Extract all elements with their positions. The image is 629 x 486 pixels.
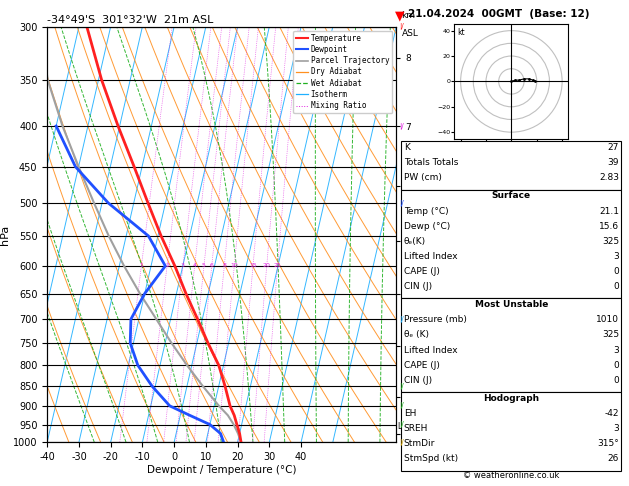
Text: 15: 15 (249, 263, 257, 268)
Text: 0: 0 (613, 282, 619, 291)
Text: Most Unstable: Most Unstable (475, 300, 548, 310)
Text: Hodograph: Hodograph (483, 394, 540, 403)
Text: Pressure (mb): Pressure (mb) (404, 315, 467, 325)
Text: 3: 3 (613, 424, 619, 434)
Text: K: K (404, 143, 409, 152)
Text: Dewp (°C): Dewp (°C) (404, 222, 450, 231)
Text: CAPE (J): CAPE (J) (404, 267, 440, 276)
Text: ▼: ▼ (395, 10, 404, 23)
Text: 325: 325 (602, 237, 619, 246)
Text: |/: |/ (399, 23, 404, 30)
Text: |/: |/ (399, 439, 404, 446)
Y-axis label: hPa: hPa (0, 225, 10, 244)
Text: 39: 39 (608, 158, 619, 167)
Text: ASL: ASL (401, 29, 418, 38)
Text: 3: 3 (613, 346, 619, 355)
Text: |/: |/ (399, 382, 404, 390)
Text: 27: 27 (608, 143, 619, 152)
X-axis label: Dewpoint / Temperature (°C): Dewpoint / Temperature (°C) (147, 465, 296, 475)
Text: 1010: 1010 (596, 315, 619, 325)
Text: 21.1: 21.1 (599, 207, 619, 216)
Text: |/: |/ (399, 402, 404, 409)
Text: 2: 2 (165, 263, 169, 268)
Text: 15.6: 15.6 (599, 222, 619, 231)
Text: 6: 6 (210, 263, 214, 268)
Text: 20: 20 (263, 263, 270, 268)
Text: CIN (J): CIN (J) (404, 376, 432, 385)
Text: |/: |/ (399, 200, 404, 207)
Text: 8: 8 (222, 263, 226, 268)
Text: Lifted Index: Lifted Index (404, 346, 457, 355)
Text: 5: 5 (202, 263, 206, 268)
Text: CAPE (J): CAPE (J) (404, 361, 440, 370)
Text: Totals Totals: Totals Totals (404, 158, 458, 167)
Text: 3: 3 (613, 252, 619, 261)
Text: |/: |/ (399, 421, 404, 428)
Text: CIN (J): CIN (J) (404, 282, 432, 291)
Text: StmSpd (kt): StmSpd (kt) (404, 454, 458, 464)
Text: 21.04.2024  00GMT  (Base: 12): 21.04.2024 00GMT (Base: 12) (408, 9, 589, 19)
Text: SREH: SREH (404, 424, 428, 434)
Text: |/: |/ (399, 122, 404, 129)
Text: 2.83: 2.83 (599, 173, 619, 182)
Text: 26: 26 (608, 454, 619, 464)
Text: -42: -42 (604, 409, 619, 418)
Text: Mixing Ratio (g/kg): Mixing Ratio (g/kg) (408, 195, 418, 274)
Text: θₑ(K): θₑ(K) (404, 237, 426, 246)
Text: © weatheronline.co.uk: © weatheronline.co.uk (463, 471, 560, 480)
Text: 1: 1 (140, 263, 143, 268)
Text: Surface: Surface (492, 191, 531, 201)
Text: 3: 3 (181, 263, 185, 268)
Text: Lifted Index: Lifted Index (404, 252, 457, 261)
Text: LCL: LCL (398, 422, 411, 431)
Text: |/: |/ (399, 316, 404, 323)
Text: 4: 4 (192, 263, 197, 268)
Text: 0: 0 (613, 267, 619, 276)
Text: 10: 10 (230, 263, 238, 268)
Text: θₑ (K): θₑ (K) (404, 330, 429, 340)
Text: PW (cm): PW (cm) (404, 173, 442, 182)
Text: Temp (°C): Temp (°C) (404, 207, 448, 216)
Text: km: km (401, 12, 416, 20)
Text: 325: 325 (602, 330, 619, 340)
Text: EH: EH (404, 409, 416, 418)
Text: 25: 25 (274, 263, 282, 268)
Text: 0: 0 (613, 376, 619, 385)
Text: 0: 0 (613, 361, 619, 370)
Text: 315°: 315° (597, 439, 619, 449)
Text: kt: kt (457, 28, 464, 37)
Text: -34°49'S  301°32'W  21m ASL: -34°49'S 301°32'W 21m ASL (47, 15, 214, 25)
Text: StmDir: StmDir (404, 439, 435, 449)
Legend: Temperature, Dewpoint, Parcel Trajectory, Dry Adiabat, Wet Adiabat, Isotherm, Mi: Temperature, Dewpoint, Parcel Trajectory… (293, 31, 392, 113)
